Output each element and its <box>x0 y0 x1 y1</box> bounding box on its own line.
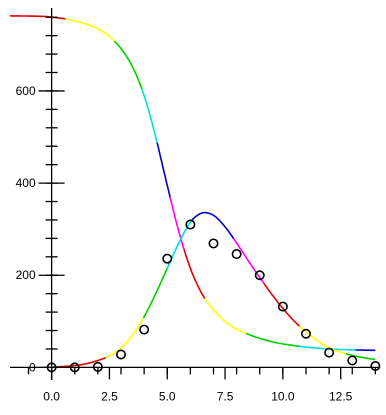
x-tick-label: 2.5 <box>101 389 118 403</box>
data-point-marker <box>231 249 242 260</box>
data-point-marker <box>324 347 335 358</box>
series-2-segment <box>298 325 346 355</box>
y-tick-label: 600 <box>16 84 36 98</box>
series-1-segment <box>169 197 185 250</box>
series-1-segment <box>113 40 143 90</box>
axes-layer: 0.0 2.5 5.0 7.5 10.0 12.5 0 200 400 600 <box>10 8 380 403</box>
series-1-segment <box>65 18 116 42</box>
series-2-segment <box>142 267 169 319</box>
data-point-marker <box>208 238 219 249</box>
series-2-segment <box>233 238 265 285</box>
series-1-segment <box>204 298 247 335</box>
markers-layer <box>46 219 381 373</box>
data-point-marker <box>116 349 127 360</box>
y-tick-label: 0 <box>29 360 36 374</box>
series-2-segment <box>263 283 301 327</box>
y-tick-label: 200 <box>16 268 36 282</box>
data-point-marker <box>185 219 196 230</box>
data-point-marker <box>347 355 358 366</box>
data-point-marker <box>277 301 288 312</box>
series-1-segment <box>141 88 158 143</box>
x-tick-label: 12.5 <box>329 389 353 403</box>
series-2-segment <box>191 211 235 240</box>
y-tick-label: 400 <box>16 176 36 190</box>
series-1-segment <box>183 248 206 299</box>
series-2-segment <box>105 317 145 359</box>
data-point-marker <box>300 328 311 339</box>
data-point-marker <box>139 324 150 335</box>
series-1-segment <box>156 142 171 198</box>
series-2-segment <box>345 352 376 361</box>
data-point-marker <box>162 253 173 264</box>
curves-layer <box>10 15 376 369</box>
data-point-marker <box>254 270 265 281</box>
x-tick-label: 5.0 <box>159 389 176 403</box>
x-tick-label: 10.0 <box>271 389 295 403</box>
x-tick-label: 7.5 <box>217 389 234 403</box>
x-tick-label: 0.0 <box>43 389 60 403</box>
series-1-segment <box>245 332 301 348</box>
